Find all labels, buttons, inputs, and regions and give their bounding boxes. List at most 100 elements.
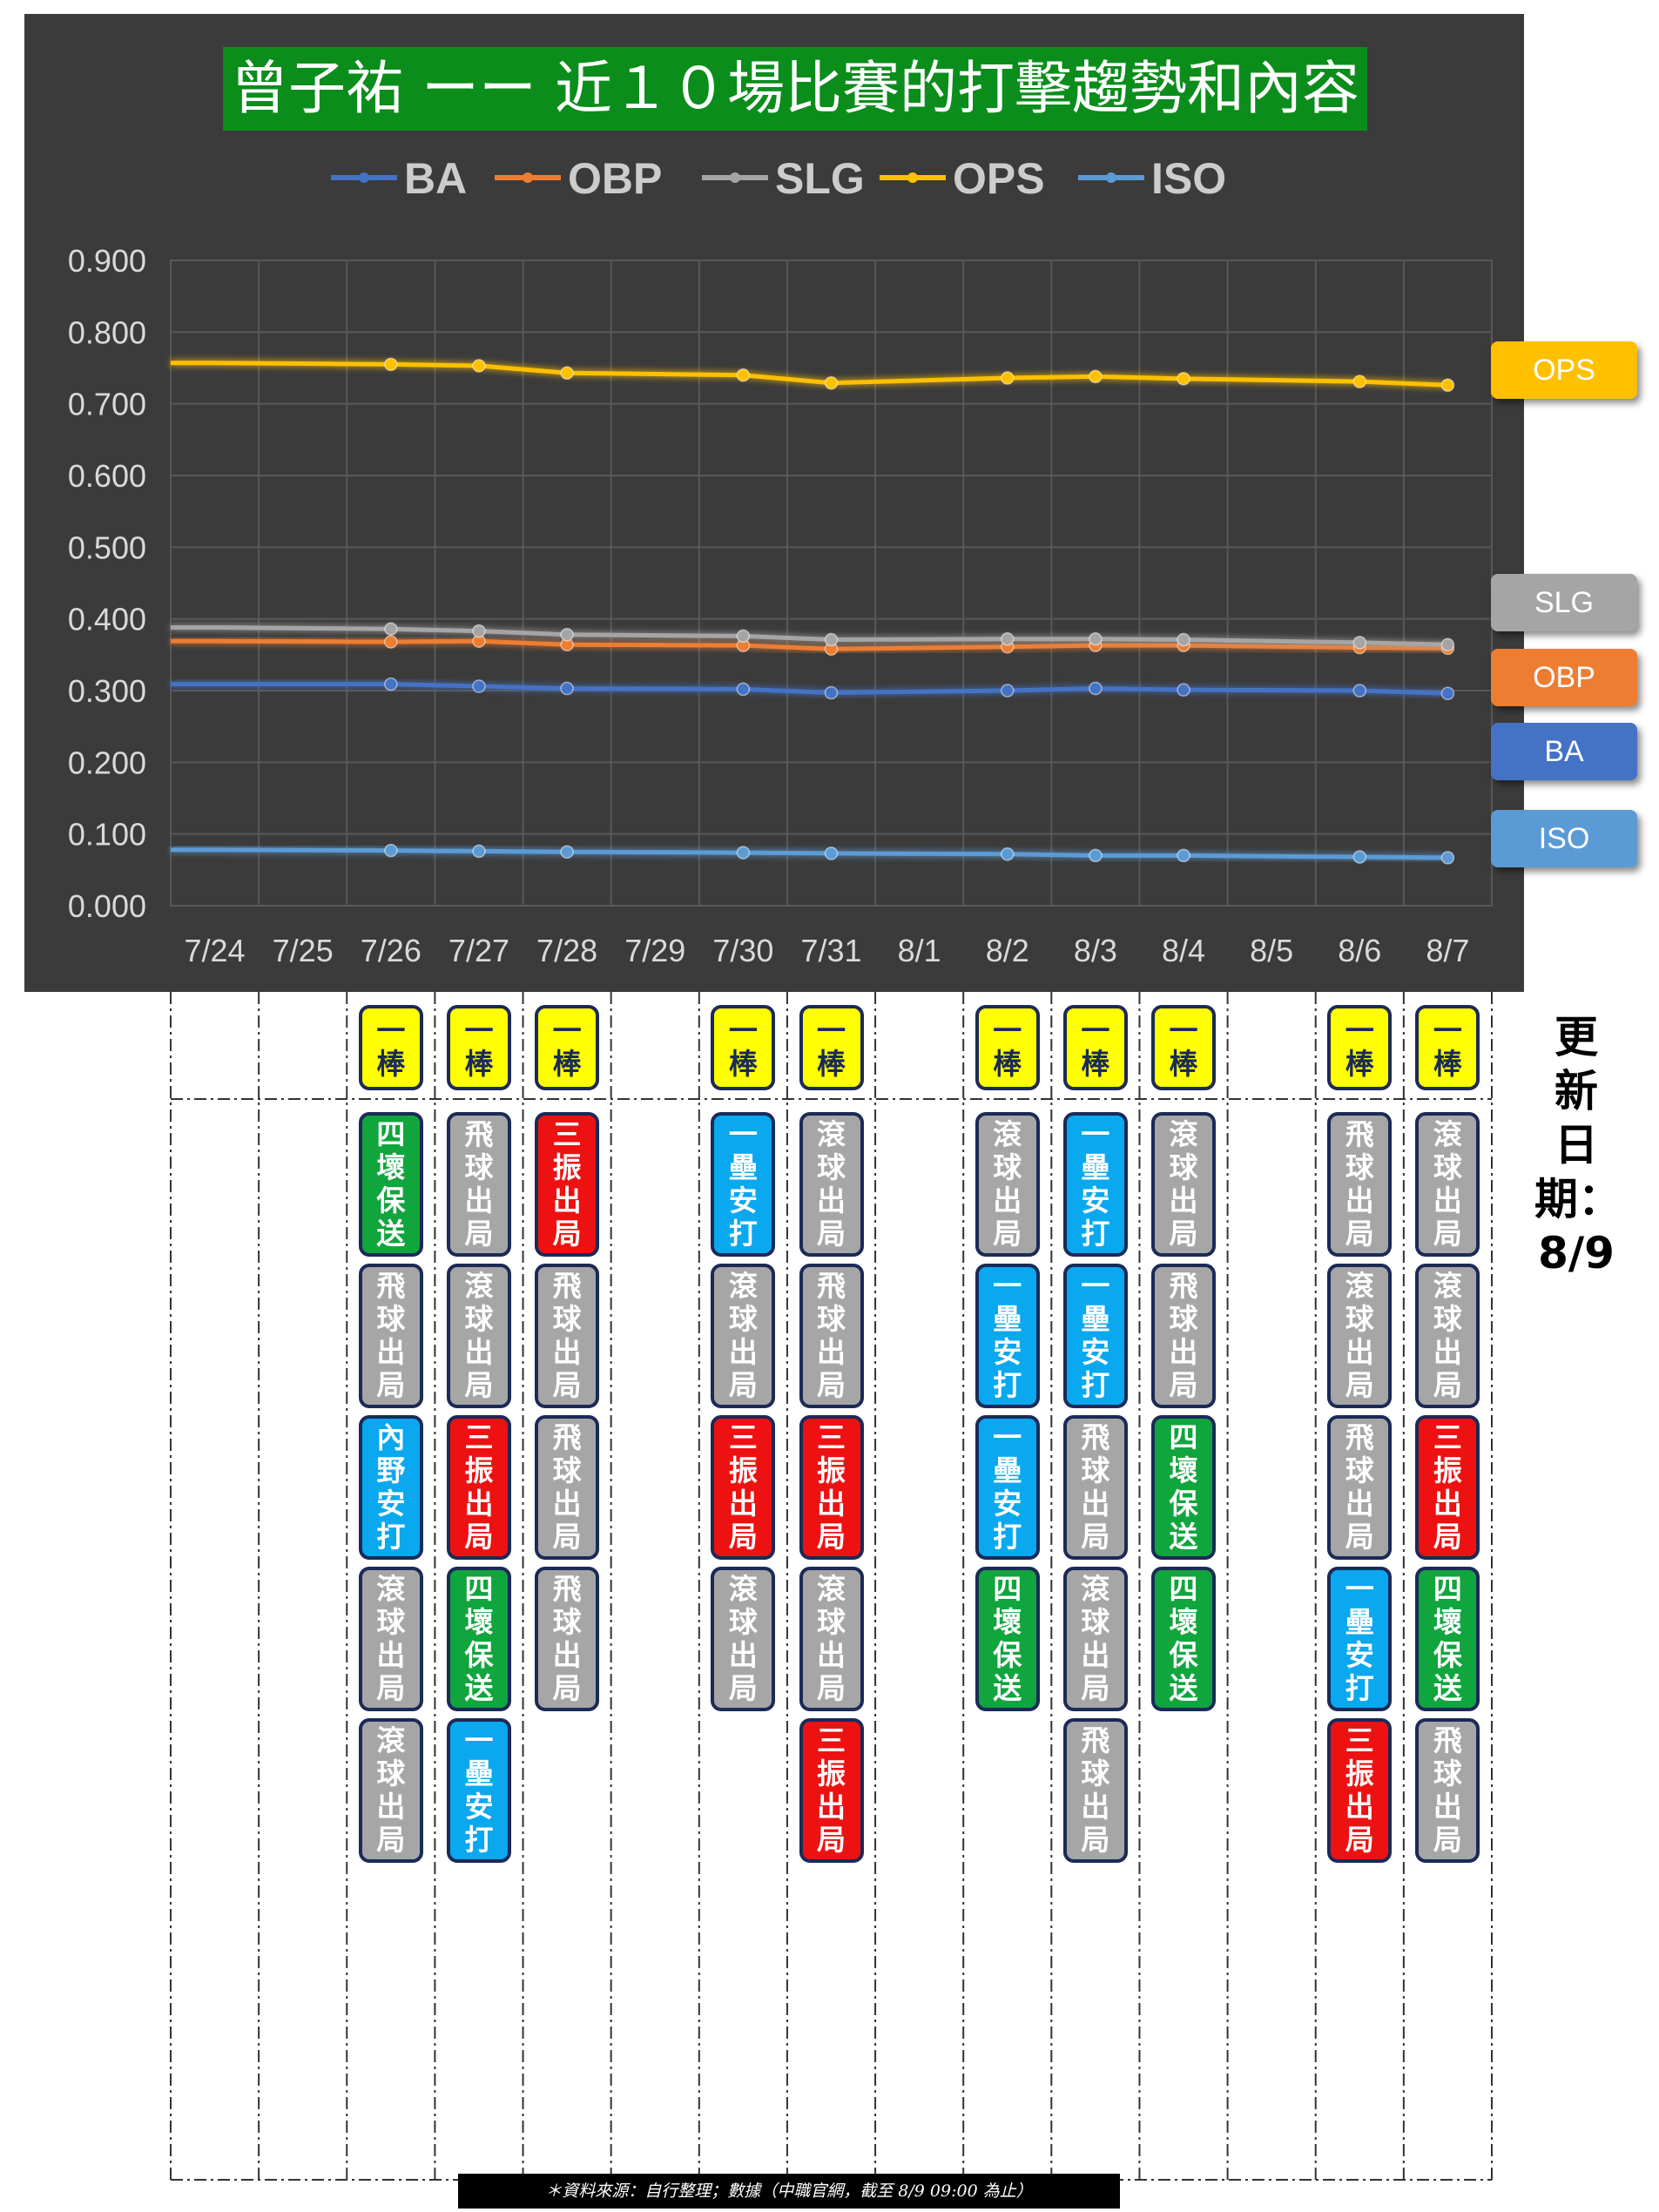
- end-label-slg: SLG: [1491, 574, 1637, 631]
- data-point-slg: [1177, 632, 1190, 647]
- legend-item: OBP: [495, 154, 662, 203]
- batting-order-badge: 一棒: [1415, 1005, 1480, 1090]
- plate-appearance-cell: 滾球出局: [711, 1567, 776, 1711]
- plate-appearance-cell: 飛球出局: [1327, 1415, 1393, 1560]
- y-tick-label: 0.900: [68, 243, 146, 279]
- x-tick-label: 8/4: [1162, 933, 1205, 968]
- series-line-ops: [171, 361, 1448, 388]
- x-tick-label: 7/25: [273, 933, 334, 968]
- y-tick-label: 0.800: [68, 314, 146, 350]
- plate-appearance-cell: 三振出局: [1327, 1718, 1393, 1863]
- plate-appearance-cell: 飛球出局: [1415, 1718, 1480, 1863]
- series-line-ba: [171, 682, 1448, 696]
- plate-appearance-cell: 三振出局: [799, 1718, 864, 1863]
- legend-swatch-marker: [907, 172, 918, 183]
- plate-appearance-cell: 三振出局: [799, 1415, 864, 1560]
- legend-swatch-marker: [523, 172, 533, 183]
- data-point-slg: [1089, 631, 1103, 646]
- batting-order-badge: 一棒: [446, 1005, 511, 1090]
- plate-appearance-cell: 一壘安打: [974, 1264, 1040, 1408]
- x-tick-label: 8/6: [1338, 933, 1381, 968]
- plate-appearance-cell: 飛球出局: [1062, 1415, 1128, 1560]
- plate-appearance-cell: 滾球出局: [799, 1112, 864, 1257]
- x-tick-label: 7/27: [448, 933, 509, 968]
- y-tick-label: 0.500: [68, 529, 146, 565]
- plate-appearance-cell: 四壞保送: [1151, 1415, 1217, 1560]
- batting-order-badge: 一棒: [974, 1005, 1040, 1090]
- legend-label: OPS: [953, 154, 1045, 203]
- data-point-obp: [384, 635, 398, 649]
- x-tick-label: 8/7: [1426, 933, 1469, 968]
- data-point-ba: [560, 681, 574, 696]
- plate-appearance-cell: 一壘安打: [1062, 1112, 1128, 1257]
- data-point-iso: [736, 846, 751, 860]
- plate-appearance-cell: 三振出局: [1415, 1415, 1480, 1560]
- y-tick-label: 0.300: [68, 673, 146, 709]
- update-date-note: 更新日期：8/9: [1534, 1012, 1622, 1278]
- plate-appearance-cell: 一壘安打: [974, 1415, 1040, 1560]
- plate-appearance-cell: 滾球出局: [1415, 1264, 1480, 1408]
- legend-label: BA: [404, 154, 467, 203]
- data-point-ba: [824, 685, 839, 700]
- legend-label: ISO: [1151, 154, 1226, 203]
- data-point-iso: [1440, 851, 1455, 865]
- legend-item: ISO: [1078, 154, 1226, 203]
- plate-appearance-cell: 飛球出局: [1327, 1112, 1393, 1257]
- plate-appearance-cell: 飛球出局: [535, 1415, 600, 1560]
- legend-swatch-marker: [1106, 172, 1116, 183]
- plate-appearance-cell: 四壞保送: [1151, 1567, 1217, 1711]
- data-point-ba: [1177, 683, 1190, 697]
- plate-appearance-cell: 滾球出局: [1151, 1112, 1217, 1257]
- plate-appearance-cell: 四壞保送: [974, 1567, 1040, 1711]
- data-point-iso: [1177, 848, 1190, 863]
- plate-appearance-cell: 滾球出局: [711, 1264, 776, 1408]
- data-point-ba: [1001, 684, 1015, 698]
- legend-label: OBP: [568, 154, 662, 203]
- y-tick-label: 0.100: [68, 817, 146, 853]
- end-label-ops: OPS: [1491, 341, 1637, 399]
- end-label-obp: OBP: [1491, 649, 1637, 706]
- y-tick-label: 0.400: [68, 602, 146, 637]
- end-label-iso: ISO: [1491, 810, 1637, 867]
- plate-appearance-cell: 飛球出局: [1151, 1264, 1217, 1408]
- batting-order-badge: 一棒: [1327, 1005, 1393, 1090]
- plate-appearance-cell: 內野安打: [358, 1415, 423, 1560]
- data-point-ops: [472, 359, 486, 373]
- plate-appearance-cell: 一壘安打: [711, 1112, 776, 1257]
- plate-appearance-cell: 一壘安打: [1062, 1264, 1128, 1408]
- x-tick-label: 8/5: [1250, 933, 1293, 968]
- plate-appearance-cell: 滾球出局: [446, 1264, 511, 1408]
- data-point-iso: [824, 846, 839, 860]
- data-point-iso: [560, 845, 574, 859]
- data-point-slg: [384, 622, 398, 636]
- line-chart: 0.000 0.100 0.200 0.300 0.400 0.500 0.600 0.700…: [68, 154, 1493, 968]
- data-point-ops: [560, 366, 574, 381]
- plate-appearance-cell: 四壞保送: [446, 1567, 511, 1711]
- end-label-ba: BA: [1491, 723, 1637, 780]
- data-point-ops: [824, 376, 839, 390]
- x-tick-label: 8/3: [1074, 933, 1117, 968]
- batting-order-badge: 一棒: [1151, 1005, 1217, 1090]
- data-point-slg: [1001, 631, 1015, 646]
- data-point-ba: [736, 682, 751, 697]
- plate-appearance-cell: 滾球出局: [799, 1567, 864, 1711]
- legend-item: SLG: [702, 154, 865, 203]
- data-point-ba: [472, 679, 486, 693]
- y-tick-label: 0.200: [68, 745, 146, 780]
- source-note: ＊資料來源：自行整理；數據（中職官網，截至 8/9 09:00 為止）: [458, 2174, 1120, 2209]
- plate-appearance-cell: 滾球出局: [974, 1112, 1040, 1257]
- y-tick-label: 0.600: [68, 458, 146, 494]
- x-tick-label: 7/29: [624, 933, 685, 968]
- plate-appearance-cell: 滾球出局: [358, 1718, 423, 1863]
- x-tick-label: 7/31: [800, 933, 861, 968]
- data-point-iso: [384, 843, 398, 858]
- plate-appearance-cell: 三振出局: [535, 1112, 600, 1257]
- x-tick-label: 8/1: [898, 933, 941, 968]
- legend-label: SLG: [775, 154, 865, 203]
- data-point-ba: [1352, 684, 1367, 698]
- data-point-slg: [824, 632, 839, 647]
- data-point-ba: [384, 677, 398, 691]
- chart-title: 曾子祐 ーー 近１０場比賽的打擊趨勢和內容: [223, 47, 1367, 131]
- data-point-ops: [1089, 369, 1103, 384]
